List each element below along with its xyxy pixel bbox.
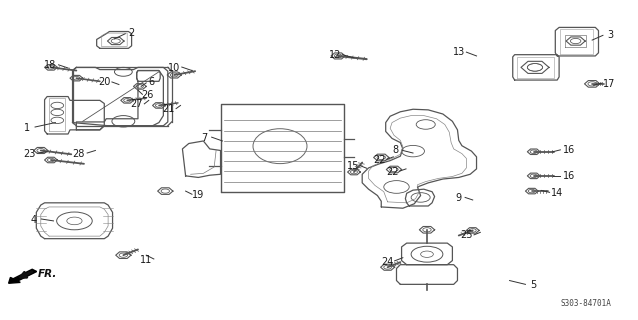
Text: 25: 25 xyxy=(460,230,473,241)
Text: 22: 22 xyxy=(386,167,398,177)
Text: 12: 12 xyxy=(329,50,341,60)
Text: 21: 21 xyxy=(162,104,175,114)
Text: 16: 16 xyxy=(563,172,575,181)
Text: 22: 22 xyxy=(373,155,385,165)
FancyArrow shape xyxy=(9,269,36,283)
Text: 27: 27 xyxy=(130,100,143,109)
Text: 3: 3 xyxy=(607,30,613,40)
Text: 11: 11 xyxy=(140,255,152,265)
Text: 19: 19 xyxy=(192,190,204,200)
Text: 6: 6 xyxy=(149,77,155,87)
Text: 18: 18 xyxy=(44,60,56,70)
Text: 2: 2 xyxy=(128,28,135,38)
Text: 4: 4 xyxy=(30,215,36,225)
Text: 9: 9 xyxy=(456,193,462,203)
Text: 10: 10 xyxy=(168,63,181,73)
Text: 24: 24 xyxy=(381,257,393,267)
Text: 5: 5 xyxy=(531,280,537,290)
Text: 23: 23 xyxy=(23,149,36,159)
Text: 26: 26 xyxy=(141,90,154,100)
Text: FR.: FR. xyxy=(38,269,57,279)
Text: 15: 15 xyxy=(346,161,359,171)
Text: 7: 7 xyxy=(202,133,208,143)
Text: 16: 16 xyxy=(563,146,575,156)
Text: 28: 28 xyxy=(73,149,85,159)
Text: 20: 20 xyxy=(98,77,110,87)
Text: S303-84701A: S303-84701A xyxy=(560,300,611,308)
Text: 13: 13 xyxy=(452,47,465,57)
Text: 1: 1 xyxy=(24,123,30,133)
Text: 8: 8 xyxy=(392,146,398,156)
Text: 17: 17 xyxy=(603,79,616,89)
Text: 14: 14 xyxy=(551,188,563,198)
